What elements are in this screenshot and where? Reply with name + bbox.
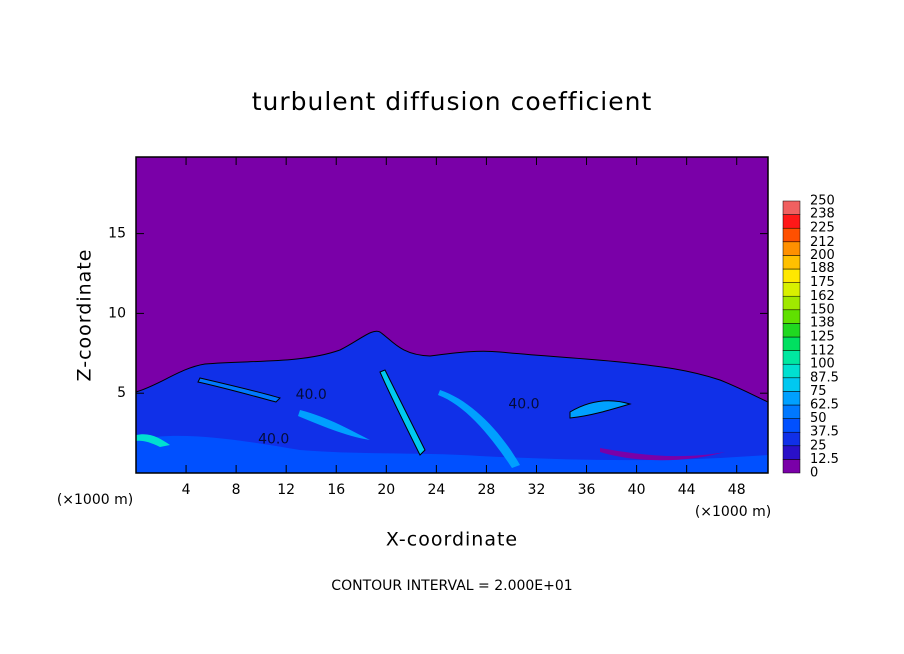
x-tick-label: 8 [232, 482, 241, 498]
streak [379, 369, 426, 456]
colorbar-swatch [782, 445, 801, 460]
colorbar-swatch [782, 282, 801, 297]
lower-layer [136, 435, 768, 473]
colorbar-label: 112 [810, 344, 835, 359]
turbulent-layer [135, 330, 769, 474]
colorbar-label: 212 [810, 235, 835, 250]
colorbar-label: 100 [810, 357, 835, 372]
x-tick-label: 36 [578, 482, 596, 498]
streak [569, 400, 632, 419]
colorbar-swatch [782, 418, 801, 433]
colorbar-label: 75 [810, 384, 827, 399]
x-tick-label: 40 [628, 482, 646, 498]
colorbar-swatch [782, 241, 801, 256]
colorbar-swatch [782, 404, 801, 419]
colorbar-label: 238 [810, 207, 835, 222]
x-tick-label: 48 [728, 482, 746, 498]
y-axis-label: Z-coordinate [74, 249, 96, 382]
x-tick-label: 20 [377, 482, 395, 498]
x-unit: (×1000 m) [695, 504, 771, 520]
colorbar-label: 25 [810, 438, 827, 453]
streak [197, 377, 281, 403]
streak [438, 390, 520, 468]
colorbar-swatch [782, 227, 801, 243]
colorbar-label: 0 [810, 466, 818, 481]
colorbar-swatch [782, 363, 801, 379]
contour-label: 40.0 [508, 396, 539, 412]
colorbar-label: 175 [810, 275, 835, 290]
colorbar-label: 138 [810, 315, 835, 330]
plot-frame [135, 156, 769, 474]
colorbar-swatch [782, 323, 801, 338]
x-axis-label: X-coordinate [386, 529, 518, 551]
colorbar-label: 200 [810, 248, 835, 263]
colorbar-swatch [782, 268, 801, 283]
streak [298, 410, 370, 440]
streak [136, 434, 170, 447]
y-tick-label: 10 [108, 305, 126, 321]
colorbar-label: 250 [810, 194, 835, 209]
colorbar-swatch [782, 200, 801, 215]
colorbar-label: 62.5 [810, 398, 839, 413]
chart-title: turbulent diffusion coefficient [252, 87, 653, 116]
colorbar-swatch [782, 336, 801, 351]
colorbar-swatch [782, 255, 801, 270]
plot-field [135, 157, 769, 474]
colorbar-label: 12.5 [810, 452, 839, 467]
x-tick-label: 4 [182, 482, 191, 498]
colorbar-label: 162 [810, 289, 835, 304]
y-tick-label: 5 [117, 385, 126, 401]
colorbar-label: 50 [810, 411, 827, 426]
x-tick-label: 16 [327, 482, 345, 498]
footer: CONTOUR INTERVAL = 2.000E+01 [331, 578, 572, 594]
colorbar-swatch [782, 295, 801, 311]
colorbar-label: 150 [810, 302, 835, 317]
contour-label: 40.0 [296, 387, 327, 403]
colorbar-label: 125 [810, 330, 835, 345]
colorbar-swatch [782, 377, 801, 392]
streak [600, 448, 725, 461]
colorbar-swatch [782, 431, 801, 447]
contour-label: 40.0 [258, 431, 289, 447]
colorbar-swatch [782, 391, 801, 406]
colorbar-swatch [782, 350, 801, 365]
y-tick-label: 15 [108, 226, 126, 242]
x-tick-label: 12 [277, 482, 295, 498]
x-tick-label: 24 [427, 482, 445, 498]
colorbar-swatch [782, 459, 801, 474]
colorbar-label: 87.5 [810, 370, 839, 385]
colorbar-label: 225 [810, 221, 835, 236]
colorbar-swatch [782, 214, 801, 229]
colorbar-swatch [782, 309, 801, 324]
x-tick-label: 44 [678, 482, 696, 498]
x-tick-label: 32 [528, 482, 546, 498]
x-tick-label: 28 [478, 482, 496, 498]
colorbar-label: 188 [810, 261, 835, 276]
y-unit: (×1000 m) [57, 492, 133, 508]
colorbar-label: 37.5 [810, 425, 839, 440]
